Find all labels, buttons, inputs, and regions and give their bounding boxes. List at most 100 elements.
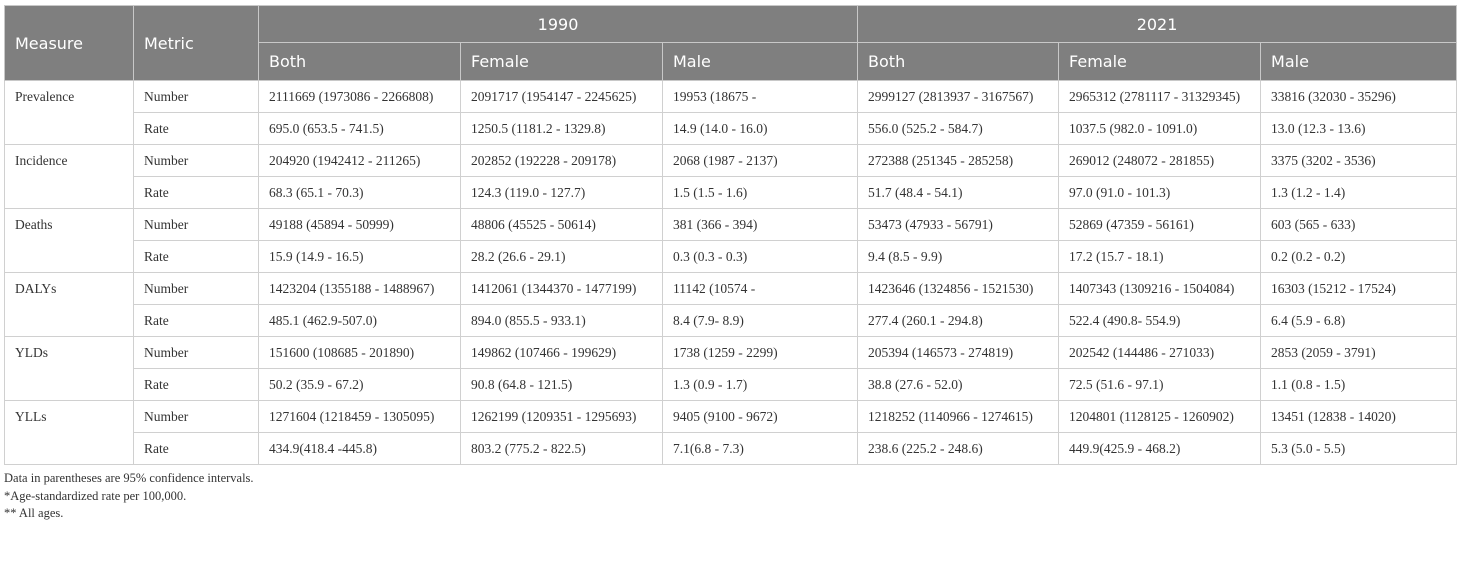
value-cell: 434.9(418.4 -445.8) xyxy=(258,432,461,465)
table-row: Rate 15.9 (14.9 - 16.5) 28.2 (26.6 - 29.1)… xyxy=(5,240,1458,273)
measure-cell: DALYs xyxy=(4,272,134,337)
value-cell: 72.5 (51.6 - 97.1) xyxy=(1058,368,1262,401)
value-cell: 381 (366 - 394) xyxy=(661,208,859,241)
value-cell: 9.4 (8.5 - 9.9) xyxy=(857,240,1060,273)
value-cell: 1407343 (1309216 - 1504084) xyxy=(1058,272,1262,305)
metric-cell: Rate xyxy=(133,112,259,145)
value-cell: 48806 (45525 - 50614) xyxy=(460,208,663,241)
footnote: ** All ages. xyxy=(4,506,64,520)
value-cell: 14.9 (14.0 - 16.0) xyxy=(661,112,859,145)
header-both: Both xyxy=(857,42,1060,81)
value-cell: 1738 (1259 - 2299) xyxy=(661,336,859,369)
value-cell: 11142 (10574 - xyxy=(661,272,859,305)
value-cell: 68.3 (65.1 - 70.3) xyxy=(258,176,461,209)
table-row: Prevalence Number 2111669 (1973086 - 22668… xyxy=(4,80,1458,145)
metric-cell: Number xyxy=(133,80,259,113)
header-male: Male xyxy=(661,42,859,81)
metric-cell: Rate xyxy=(133,176,259,209)
value-cell: 449.9(425.9 - 468.2) xyxy=(1058,432,1262,465)
header-both: Both xyxy=(258,42,461,81)
table-row: Rate 434.9(418.4 -445.8) 803.2 (775.2 - 82… xyxy=(5,432,1458,465)
value-cell: 90.8 (64.8 - 121.5) xyxy=(460,368,663,401)
value-cell: 16303 (15212 - 17524) xyxy=(1260,272,1458,305)
value-cell: 97.0 (91.0 - 101.3) xyxy=(1058,176,1262,209)
value-cell: 33816 (32030 - 35296) xyxy=(1260,80,1458,113)
value-cell: 1204801 (1128125 - 1260902) xyxy=(1058,400,1262,433)
value-cell: 2111669 (1973086 - 2266808) xyxy=(258,80,461,113)
metric-cell: Rate xyxy=(133,432,259,465)
value-cell: 1.1 (0.8 - 1.5) xyxy=(1260,368,1458,401)
measure-cell: YLLs xyxy=(4,400,134,465)
value-cell: 1271604 (1218459 - 1305095) xyxy=(258,400,461,433)
value-cell: 8.4 (7.9- 8.9) xyxy=(661,304,859,337)
value-cell: 49188 (45894 - 50999) xyxy=(258,208,461,241)
value-cell: 50.2 (35.9 - 67.2) xyxy=(258,368,461,401)
measure-cell: YLDs xyxy=(4,336,134,401)
table-row: Rate 695.0 (653.5 - 741.5) 1250.5 (1181.2 … xyxy=(5,112,1458,145)
value-cell: 205394 (146573 - 274819) xyxy=(857,336,1060,369)
value-cell: 1218252 (1140966 - 1274615) xyxy=(857,400,1060,433)
header-female: Female xyxy=(1058,42,1262,81)
metric-cell: Number xyxy=(133,144,259,177)
value-cell: 38.8 (27.6 - 52.0) xyxy=(857,368,1060,401)
value-cell: 269012 (248072 - 281855) xyxy=(1058,144,1262,177)
value-cell: 0.3 (0.3 - 0.3) xyxy=(661,240,859,273)
value-cell: 202542 (144486 - 271033) xyxy=(1058,336,1262,369)
table-row: Rate 485.1 (462.9-507.0) 894.0 (855.5 - 93… xyxy=(5,304,1458,337)
value-cell: 5.3 (5.0 - 5.5) xyxy=(1260,432,1458,465)
value-cell: 695.0 (653.5 - 741.5) xyxy=(258,112,461,145)
value-cell: 485.1 (462.9-507.0) xyxy=(258,304,461,337)
value-cell: 151600 (108685 - 201890) xyxy=(258,336,461,369)
value-cell: 9405 (9100 - 9672) xyxy=(661,400,859,433)
value-cell: 1423204 (1355188 - 1488967) xyxy=(258,272,461,305)
data-table: Measure Metric 1990 2021 Both Female Mal… xyxy=(4,5,1458,465)
value-cell: 7.1(6.8 - 7.3) xyxy=(661,432,859,465)
header-measure: Measure xyxy=(4,5,134,81)
table-row: Incidence Number 204920 (1942412 - 211265)… xyxy=(4,144,1458,209)
table-row: YLLs Number 1271604 (1218459 - 1305095) 126… xyxy=(4,400,1458,465)
metric-cell: Rate xyxy=(133,240,259,273)
metric-cell: Number xyxy=(133,336,259,369)
footnote: *Age-standardized rate per 100,000. xyxy=(4,488,187,503)
value-cell: 1.3 (1.2 - 1.4) xyxy=(1260,176,1458,209)
table-header: Measure Metric 1990 2021 Both Female Mal… xyxy=(4,5,1458,81)
value-cell: 149862 (107466 - 199629) xyxy=(460,336,663,369)
value-cell: 1423646 (1324856 - 1521530) xyxy=(857,272,1060,305)
metric-cell: Number xyxy=(133,400,259,433)
value-cell: 1037.5 (982.0 - 1091.0) xyxy=(1058,112,1262,145)
value-cell: 1.5 (1.5 - 1.6) xyxy=(661,176,859,209)
value-cell: 803.2 (775.2 - 822.5) xyxy=(460,432,663,465)
value-cell: 2965312 (2781117 - 31329345) xyxy=(1058,80,1262,113)
metric-cell: Number xyxy=(133,208,259,241)
value-cell: 238.6 (225.2 - 248.6) xyxy=(857,432,1060,465)
table-footnotes: Data in parentheses are 95% confidence i… xyxy=(4,470,254,523)
value-cell: 17.2 (15.7 - 18.1) xyxy=(1058,240,1262,273)
measure-cell: Prevalence xyxy=(4,80,134,145)
value-cell: 277.4 (260.1 - 294.8) xyxy=(857,304,1060,337)
value-cell: 2091717 (1954147 - 2245625) xyxy=(460,80,663,113)
table-row: Deaths Number 49188 (45894 - 50999) 48806 (… xyxy=(4,208,1458,273)
value-cell: 2999127 (2813937 - 3167567) xyxy=(857,80,1060,113)
header-year-1990: 1990 xyxy=(257,5,859,43)
footnote: Data in parentheses are 95% confidence i… xyxy=(4,471,254,485)
table-row: Rate 50.2 (35.9 - 67.2) 90.8 (64.8 - 121.5… xyxy=(5,368,1458,401)
value-cell: 28.2 (26.6 - 29.1) xyxy=(460,240,663,273)
header-male: Male xyxy=(1260,42,1458,81)
value-cell: 53473 (47933 - 56791) xyxy=(857,208,1060,241)
metric-cell: Rate xyxy=(133,368,259,401)
value-cell: 0.2 (0.2 - 0.2) xyxy=(1260,240,1458,273)
header-year-2021: 2021 xyxy=(857,5,1458,43)
metric-cell: Rate xyxy=(133,304,259,337)
value-cell: 13451 (12838 - 14020) xyxy=(1260,400,1458,433)
table-body: Prevalence Number 2111669 (1973086 - 22668… xyxy=(4,80,1458,465)
value-cell: 52869 (47359 - 56161) xyxy=(1058,208,1262,241)
value-cell: 202852 (192228 - 209178) xyxy=(460,144,663,177)
value-cell: 1.3 (0.9 - 1.7) xyxy=(661,368,859,401)
value-cell: 19953 (18675 - xyxy=(661,80,859,113)
value-cell: 3375 (3202 - 3536) xyxy=(1260,144,1458,177)
value-cell: 894.0 (855.5 - 933.1) xyxy=(460,304,663,337)
value-cell: 272388 (251345 - 285258) xyxy=(857,144,1060,177)
metric-cell: Number xyxy=(133,272,259,305)
value-cell: 522.4 (490.8- 554.9) xyxy=(1058,304,1262,337)
value-cell: 13.0 (12.3 - 13.6) xyxy=(1260,112,1458,145)
